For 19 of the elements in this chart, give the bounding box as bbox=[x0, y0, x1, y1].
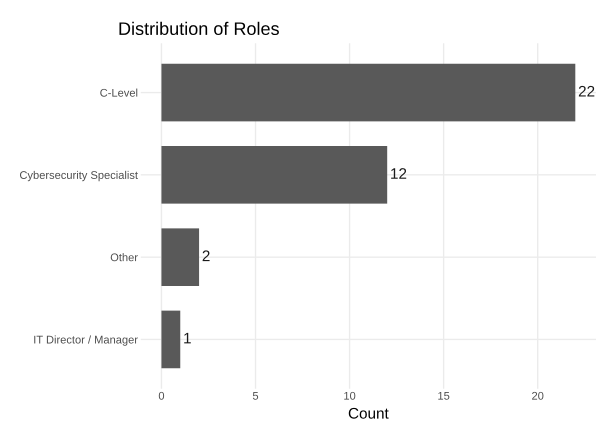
y-tick-label: C-Level bbox=[100, 88, 138, 97]
data-label: 1 bbox=[184, 332, 191, 344]
bar bbox=[161, 228, 200, 286]
x-axis-title: Count bbox=[348, 408, 389, 419]
y-tick-label: Cybersecurity Specialist bbox=[20, 170, 138, 182]
data-label: 22 bbox=[578, 86, 594, 97]
chart-title: Distribution of Roles bbox=[119, 22, 279, 36]
bar bbox=[161, 64, 576, 122]
bar bbox=[161, 310, 180, 368]
bar bbox=[161, 146, 388, 204]
y-tick-label: Other bbox=[110, 253, 138, 262]
x-tick-label: 0 bbox=[158, 392, 164, 400]
data-label: 2 bbox=[202, 250, 210, 262]
x-tick-label: 15 bbox=[438, 392, 450, 400]
data-label: 12 bbox=[391, 168, 406, 179]
x-tick-label: 20 bbox=[532, 392, 544, 400]
x-tick-label: 10 bbox=[344, 392, 356, 400]
x-tick-label: 5 bbox=[252, 392, 258, 400]
y-tick-label: IT Director / Manager bbox=[34, 335, 138, 346]
